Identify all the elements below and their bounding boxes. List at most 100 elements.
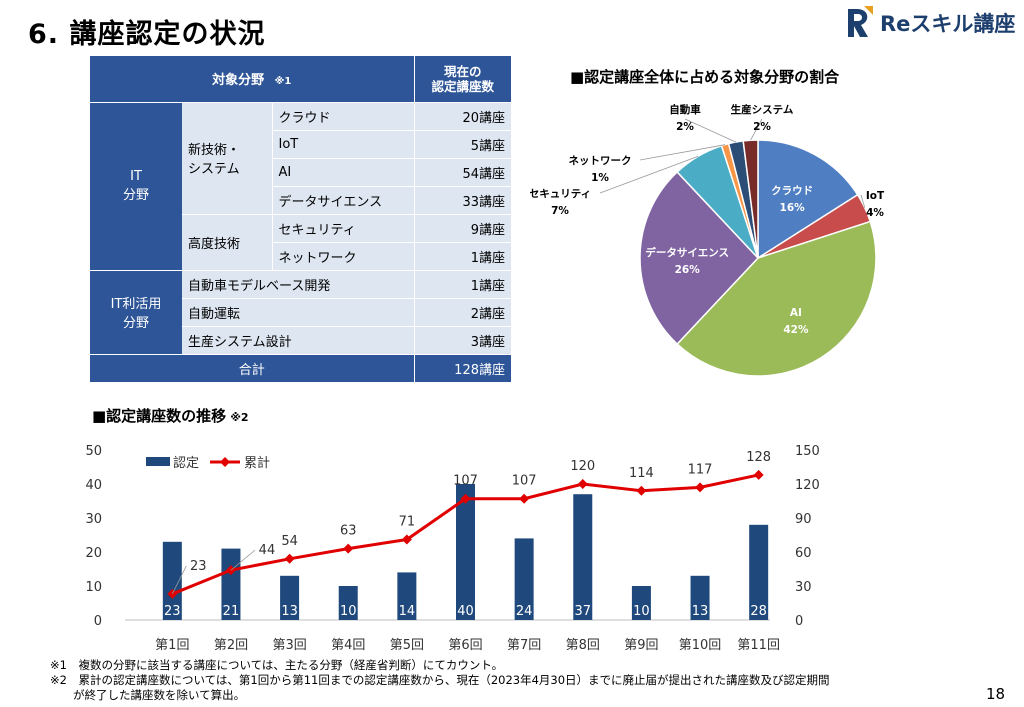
y-tick-left: 0 bbox=[94, 614, 102, 629]
pie-leader-line bbox=[639, 144, 726, 161]
line-marker bbox=[636, 485, 647, 496]
pie-value-label: 42% bbox=[783, 324, 809, 336]
bar bbox=[573, 494, 593, 620]
certification-table: 対象分野 ※1 現在の 認定講座数 IT 分野 新技術・ システム クラウド 2… bbox=[90, 56, 511, 382]
legend-label: 認定 bbox=[173, 455, 199, 471]
x-tick-label: 第6回 bbox=[448, 638, 482, 653]
header-count: 現在の 認定講座数 bbox=[414, 56, 511, 102]
bar-chart-title-note: ※2 bbox=[230, 411, 249, 424]
line-value-label: 54 bbox=[281, 534, 298, 549]
row-name: 自動車モデルベース開発 bbox=[182, 269, 414, 298]
bar-value-label: 28 bbox=[750, 604, 767, 619]
pie-label: 自動車 bbox=[669, 103, 701, 116]
pie-label: IoT bbox=[866, 190, 885, 202]
x-tick-label: 第5回 bbox=[390, 638, 424, 653]
category-it-use: IT利活用 分野 bbox=[90, 269, 182, 354]
table-total-row: 合計 128講座 bbox=[90, 353, 511, 382]
subgroup-new-tech: 新技術・ システム bbox=[182, 101, 273, 214]
footnotes: ※1 複数の分野に該当する講座については、主たる分野（経産省判断）にてカウント。… bbox=[50, 658, 830, 703]
logo-text: Reスキル講座 bbox=[880, 12, 1016, 36]
logo: Reスキル講座 bbox=[844, 6, 1015, 40]
pie-slice bbox=[639, 170, 760, 346]
pie-value-label: 4% bbox=[866, 207, 884, 219]
line-value-label: 107 bbox=[453, 474, 478, 489]
bar-value-label: 40 bbox=[457, 604, 474, 619]
row-name: クラウド bbox=[272, 101, 414, 130]
line-value-label: 44 bbox=[259, 543, 276, 558]
pie-chart: クラウド 16% IoT 4% AI 42% データサイエンス 26% セキュリティ 7% ネットワ… bbox=[530, 103, 885, 377]
line-value-label: 107 bbox=[512, 474, 537, 489]
header-area: 対象分野 ※1 bbox=[90, 56, 415, 102]
x-tick-label: 第3回 bbox=[272, 638, 306, 653]
row-count: 3講座 bbox=[413, 325, 511, 354]
pie-label: AI bbox=[790, 307, 802, 319]
row-name: AI bbox=[272, 157, 414, 186]
bar-value-label: 13 bbox=[281, 604, 298, 619]
line-marker bbox=[284, 553, 295, 564]
y-tick-left: 10 bbox=[85, 580, 102, 595]
bar-value-label: 10 bbox=[633, 604, 650, 619]
x-tick-label: 第7回 bbox=[507, 638, 541, 653]
row-count: 1講座 bbox=[413, 241, 511, 270]
x-tick-label: 第8回 bbox=[566, 638, 600, 653]
legend-swatch-bar bbox=[146, 457, 170, 466]
bar-chart-title: ■認定講座数の推移 ※2 bbox=[92, 407, 249, 425]
line-marker bbox=[577, 479, 588, 489]
pie-label: データサイエンス bbox=[645, 246, 729, 259]
row-name: IoT bbox=[272, 129, 414, 158]
subgroup-advanced: 高度技術 bbox=[182, 213, 273, 270]
line-marker bbox=[167, 588, 178, 599]
pie-value-label: 1% bbox=[591, 172, 609, 184]
category-it: IT 分野 bbox=[90, 101, 182, 270]
pie-leader-line bbox=[684, 118, 737, 143]
row-name: 生産システム設計 bbox=[182, 325, 414, 354]
pie-slice bbox=[676, 220, 877, 377]
row-name: セキュリティ bbox=[272, 213, 414, 242]
bar-value-label: 10 bbox=[340, 604, 357, 619]
pie-label: クラウド bbox=[771, 185, 813, 197]
pie-chart-title: ■認定講座全体に占める対象分野の割合 bbox=[570, 68, 840, 86]
y-tick-left: 20 bbox=[85, 546, 102, 561]
y-tick-left: 30 bbox=[85, 512, 102, 527]
total-count: 128講座 bbox=[413, 353, 511, 382]
table-row: AI 54講座 bbox=[90, 157, 511, 186]
table-row: データサイエンス 33講座 bbox=[90, 185, 511, 214]
line-value-label: 23 bbox=[190, 559, 207, 574]
x-tick-label: 第9回 bbox=[624, 638, 658, 653]
row-name: 自動運転 bbox=[182, 297, 414, 326]
row-name: データサイエンス bbox=[272, 185, 414, 214]
pie-value-label: 7% bbox=[551, 205, 569, 217]
line-marker bbox=[343, 543, 354, 554]
line-label-leader bbox=[230, 549, 256, 571]
x-tick-label: 第4回 bbox=[331, 638, 365, 653]
y-tick-right: 30 bbox=[795, 580, 812, 595]
page-title: 6. 講座認定の状況 bbox=[28, 19, 266, 50]
bar-value-label: 14 bbox=[399, 604, 416, 619]
footnote: が終了した講座数を除いて算出。 bbox=[50, 688, 246, 702]
y-tick-left: 40 bbox=[85, 478, 102, 493]
y-tick-right: 90 bbox=[795, 512, 812, 527]
bar-value-label: 21 bbox=[223, 604, 240, 619]
y-tick-right: 120 bbox=[795, 478, 820, 493]
bar-line-chart: 0 10 20 30 40 50 0 30 60 90 120 150 23 第1回 21 第2回 13 第3回 1… bbox=[85, 444, 820, 653]
line-label-leader bbox=[171, 565, 187, 595]
bar-value-label: 37 bbox=[574, 604, 591, 619]
pie-label: ネットワーク bbox=[569, 155, 632, 167]
bar-value-label: 13 bbox=[692, 604, 709, 619]
row-count: 9講座 bbox=[413, 213, 511, 242]
table-row: ネットワーク 1講座 bbox=[90, 241, 511, 270]
row-count: 33講座 bbox=[413, 185, 511, 214]
row-name: ネットワーク bbox=[272, 241, 414, 270]
total-label: 合計 bbox=[90, 353, 414, 382]
line-value-label: 114 bbox=[629, 466, 654, 481]
y-tick-right: 0 bbox=[795, 614, 803, 629]
row-count: 5講座 bbox=[413, 129, 511, 158]
x-tick-label: 第2回 bbox=[214, 638, 248, 653]
x-tick-label: 第10回 bbox=[679, 638, 722, 653]
bar bbox=[631, 586, 651, 620]
line-value-label: 117 bbox=[688, 462, 713, 477]
x-tick-label: 第11回 bbox=[737, 638, 780, 653]
bar bbox=[690, 575, 710, 620]
resukiru-logo-icon bbox=[848, 6, 873, 37]
pie-leader-line bbox=[750, 118, 763, 141]
